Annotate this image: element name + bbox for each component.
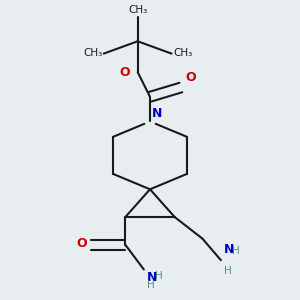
Text: H: H [232,246,239,256]
Text: O: O [185,71,196,84]
Text: CH₃: CH₃ [83,48,102,58]
Text: H: H [154,271,162,281]
Text: H: H [147,280,155,290]
Text: H: H [224,266,232,276]
Text: O: O [119,66,130,79]
Text: CH₃: CH₃ [173,48,192,58]
Text: N: N [152,107,162,120]
Text: N: N [224,243,234,256]
Text: O: O [76,237,87,250]
Text: N: N [147,271,157,284]
Text: CH₃: CH₃ [128,5,147,15]
